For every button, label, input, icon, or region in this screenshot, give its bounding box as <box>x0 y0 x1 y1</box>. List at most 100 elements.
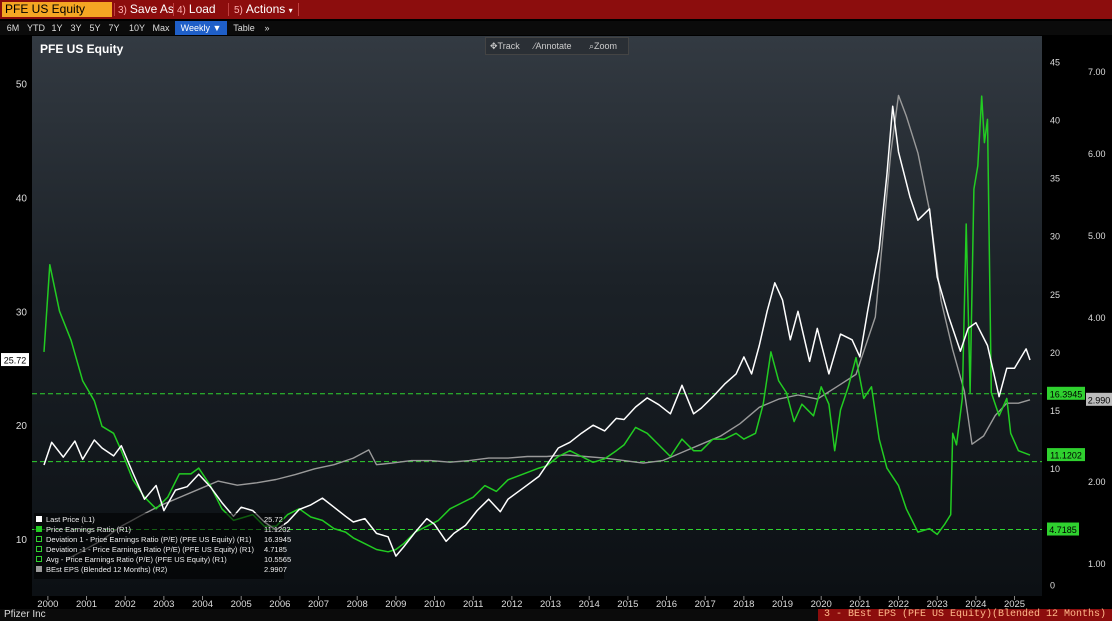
left-axis-tick: 30 <box>16 307 28 318</box>
ticker-field[interactable]: PFE US Equity <box>2 2 112 17</box>
actions-button[interactable]: 5) Actions ▾ <box>234 2 293 17</box>
range-ytd-button[interactable]: YTD <box>27 23 45 33</box>
zoom-button[interactable]: ⌕ Zoom <box>589 38 617 54</box>
range-bar: 6M YTD 1Y 3Y 5Y 7Y 10Y Max Weekly ▼ Tabl… <box>0 21 1112 35</box>
x-axis-tick: 2002 <box>115 599 136 610</box>
eps-axis-tick: 1.00 <box>1088 559 1106 569</box>
eps-tag-box <box>1086 392 1112 406</box>
pe-axis-tick: 10 <box>1050 464 1060 474</box>
x-axis-tick: 2007 <box>308 599 329 610</box>
eps-axis-tick: 6.00 <box>1088 149 1106 159</box>
legend-row-dev-minus: Deviation -1 - Price Earnings Ratio (P/E… <box>36 545 287 554</box>
legend-swatch <box>36 546 42 552</box>
legend-swatch <box>36 526 42 532</box>
pe-axis-tick: 15 <box>1050 406 1060 416</box>
active-series-label: 3 - BEst EPS (PFE US Equity)(Blended 12 … <box>817 609 1112 621</box>
x-axis-tick: 2000 <box>37 599 58 610</box>
save-as-button[interactable]: 3) Save As <box>118 2 174 17</box>
more-button[interactable]: » <box>264 23 270 33</box>
actions-shortcut: 5) <box>234 5 243 16</box>
load-button[interactable]: 4) Load <box>177 2 216 17</box>
left-axis-tick: 50 <box>16 80 28 91</box>
save-as-shortcut: 3) <box>118 5 127 16</box>
x-axis-tick: 2013 <box>540 599 561 610</box>
legend-value: 25.72 <box>264 515 283 524</box>
x-axis-tick: 2010 <box>424 599 445 610</box>
x-axis-tick: 2012 <box>501 599 522 610</box>
zoom-label: Zoom <box>594 41 618 51</box>
dev-plus-tag-box <box>1047 386 1085 400</box>
separator <box>114 3 115 16</box>
legend-label: Avg - Price Earnings Ratio (P/E) (PFE US… <box>46 555 227 564</box>
legend-label: Last Price (L1) <box>46 515 95 524</box>
range-max-button[interactable]: Max <box>152 23 170 33</box>
range-5y-button[interactable]: 5Y <box>89 23 101 33</box>
pe-axis-tick: 45 <box>1050 57 1060 67</box>
x-axis-tick: 2018 <box>733 599 754 610</box>
x-axis-tick: 2006 <box>269 599 290 610</box>
x-axis-tick: 2001 <box>76 599 97 610</box>
legend-value: 10.5565 <box>264 555 292 564</box>
legend-swatch <box>36 516 42 522</box>
x-axis-tick: 2011 <box>463 599 483 610</box>
pe-axis-tick: 35 <box>1050 174 1060 184</box>
eps-axis-tick: 7.00 <box>1088 67 1106 77</box>
separator <box>173 3 174 16</box>
x-axis-tick: 2003 <box>153 599 174 610</box>
chart-background <box>32 36 1042 596</box>
pe-axis-tick: 25 <box>1050 290 1060 300</box>
eps-tag: 2.990 <box>1088 395 1111 405</box>
last-price-tag: 25.72 <box>4 356 27 366</box>
annotate-button[interactable]: ⁄ Annotate <box>534 38 572 54</box>
actions-caret-icon: ▾ <box>288 6 293 15</box>
dev-minus-tag-box <box>1047 522 1079 536</box>
legend-value: 4.7185 <box>264 545 287 554</box>
chart-legend: Last Price (L1) 25.72 Price Earnings Rati… <box>34 513 291 579</box>
x-axis-tick: 2021 <box>849 599 870 610</box>
legend-label: Deviation -1 - Price Earnings Ratio (P/E… <box>46 545 254 554</box>
dev-plus-tag: 16.3945 <box>1050 389 1083 399</box>
x-axis-tick: 2014 <box>579 599 600 610</box>
dev-minus-tag: 4.7185 <box>1049 525 1077 535</box>
pe-tag: 11.1202 <box>1050 451 1082 461</box>
legend-row-pe: Price Earnings Ratio (R1) 11.1202 <box>36 525 291 534</box>
track-label: Track <box>497 41 520 51</box>
left-axis-tick: 40 <box>16 193 28 204</box>
x-axis-tick: 2024 <box>965 599 986 610</box>
legend-label: Price Earnings Ratio (R1) <box>46 525 132 534</box>
legend-swatch <box>36 536 42 542</box>
chart-toolbox: ✥ Track ⁄ Annotate ⌕ Zoom <box>485 37 629 55</box>
range-3y-button[interactable]: 3Y <box>70 23 82 33</box>
load-shortcut: 4) <box>177 5 186 16</box>
table-button[interactable]: Table <box>233 23 255 33</box>
range-7y-button[interactable]: 7Y <box>108 23 120 33</box>
eps-axis-tick: 4.00 <box>1088 313 1106 323</box>
legend-label: BEst EPS (Blended 12 Months) (R2) <box>46 565 168 574</box>
separator <box>228 3 229 16</box>
load-label: Load <box>188 2 216 16</box>
x-axis-tick: 2016 <box>656 599 677 610</box>
save-as-label: Save As <box>129 2 174 16</box>
range-10y-button[interactable]: 10Y <box>128 23 145 33</box>
range-6m-button[interactable]: 6M <box>6 23 20 33</box>
x-axis-tick: 2009 <box>385 599 406 610</box>
status-footer: Pfizer Inc 3 - BEst EPS (PFE US Equity)(… <box>0 609 1112 621</box>
legend-row-eps: BEst EPS (Blended 12 Months) (R2) 2.9907 <box>36 565 287 574</box>
separator <box>298 3 299 16</box>
x-axis-tick: 2022 <box>888 599 909 610</box>
x-axis-tick: 2023 <box>927 599 948 610</box>
legend-row-avg: Avg - Price Earnings Ratio (P/E) (PFE US… <box>36 555 291 564</box>
legend-value: 11.1202 <box>264 525 291 534</box>
eps-axis-tick: 5.00 <box>1088 231 1106 241</box>
x-axis-tick: 2005 <box>231 599 252 610</box>
legend-swatch <box>36 556 42 562</box>
actions-label: Actions <box>245 2 286 16</box>
legend-value: 16.3945 <box>264 535 292 544</box>
command-bar: PFE US Equity 3) Save As 4) Load 5) Actions… <box>0 0 1112 19</box>
frequency-dropdown[interactable]: Weekly ▼ <box>175 21 227 35</box>
legend-row-price: Last Price (L1) 25.72 <box>36 515 283 524</box>
legend-row-dev-plus: Deviation 1 - Price Earnings Ratio (P/E)… <box>36 535 291 544</box>
range-1y-button[interactable]: 1Y <box>51 23 63 33</box>
last-price-tag-box <box>1 353 29 367</box>
track-button[interactable]: ✥ Track <box>490 38 520 54</box>
